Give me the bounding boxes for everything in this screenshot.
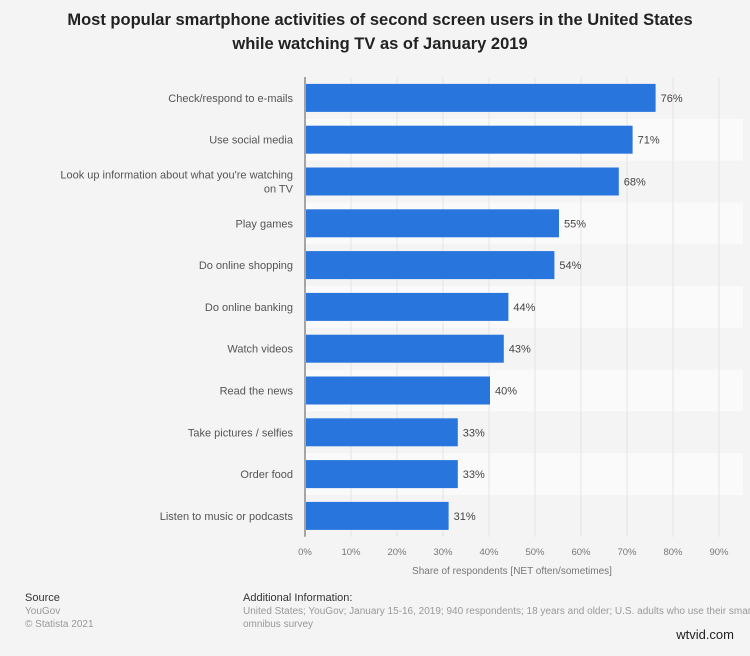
source-block: Source YouGov © Statista 2021 — [25, 592, 94, 631]
data-label: 76% — [661, 93, 683, 105]
additional-info: Additional Information: United States; Y… — [243, 592, 750, 631]
data-label: 71% — [638, 135, 660, 147]
category-label: Use social media — [209, 135, 294, 147]
bar — [306, 460, 458, 489]
x-tick-label: 30% — [433, 547, 453, 558]
category-label: Look up information about what you're wa… — [60, 170, 293, 182]
x-tick-label: 70% — [617, 547, 637, 558]
bar — [306, 501, 449, 530]
category-label: Listen to music or podcasts — [160, 511, 294, 523]
bar — [306, 292, 509, 321]
chart-title: Most popular smartphone activities of se… — [67, 11, 693, 53]
data-label: 31% — [454, 511, 476, 523]
x-axis-title: Share of respondents [NET often/sometime… — [412, 566, 612, 577]
category-label: Play games — [236, 218, 294, 230]
category-label: Check/respond to e-mails — [168, 93, 293, 105]
category-label: Do online shopping — [199, 260, 293, 272]
watermark: wtvid.com — [676, 627, 734, 642]
data-label: 33% — [463, 469, 485, 481]
bar — [306, 418, 458, 447]
x-tick-label: 40% — [479, 547, 499, 558]
info-text-1: United States; YouGov; January 15-16, 20… — [243, 606, 750, 617]
category-label: Order food — [240, 469, 293, 481]
category-label: Take pictures / selfies — [188, 427, 294, 439]
x-tick-label: 0% — [298, 547, 312, 558]
bar-chart: 0% 10% 20% 30% 40% 50% 60% 70% 80% 90% 76% Check/re… — [60, 77, 730, 577]
data-label: 55% — [564, 218, 586, 230]
bar — [306, 167, 619, 196]
bar — [306, 251, 555, 280]
x-tick-label: 80% — [663, 547, 683, 558]
x-tick-label: 20% — [387, 547, 407, 558]
data-label: 68% — [624, 177, 646, 189]
x-tick-label: 60% — [571, 547, 591, 558]
info-label: Additional Information: — [243, 592, 353, 604]
bar — [306, 376, 490, 405]
category-label: Read the news — [220, 386, 294, 398]
bar — [306, 334, 504, 363]
x-tick-label: 50% — [525, 547, 545, 558]
source-label: Source — [25, 592, 60, 604]
bar — [306, 209, 559, 238]
bar — [306, 83, 656, 112]
category-label: Watch videos — [227, 344, 293, 356]
source-name[interactable]: YouGov — [25, 606, 61, 617]
data-label: 44% — [513, 302, 535, 314]
x-tick-label: 10% — [341, 547, 361, 558]
bar — [306, 125, 633, 154]
category-label: Do online banking — [205, 302, 293, 314]
data-label: 33% — [463, 427, 485, 439]
data-label: 54% — [559, 260, 581, 272]
copyright: © Statista 2021 — [25, 619, 94, 630]
category-label: on TV — [264, 184, 294, 196]
info-text-2: omnibus survey — [243, 619, 314, 630]
data-label: 40% — [495, 386, 517, 398]
x-tick-label: 90% — [709, 547, 729, 558]
data-label: 43% — [509, 344, 531, 356]
